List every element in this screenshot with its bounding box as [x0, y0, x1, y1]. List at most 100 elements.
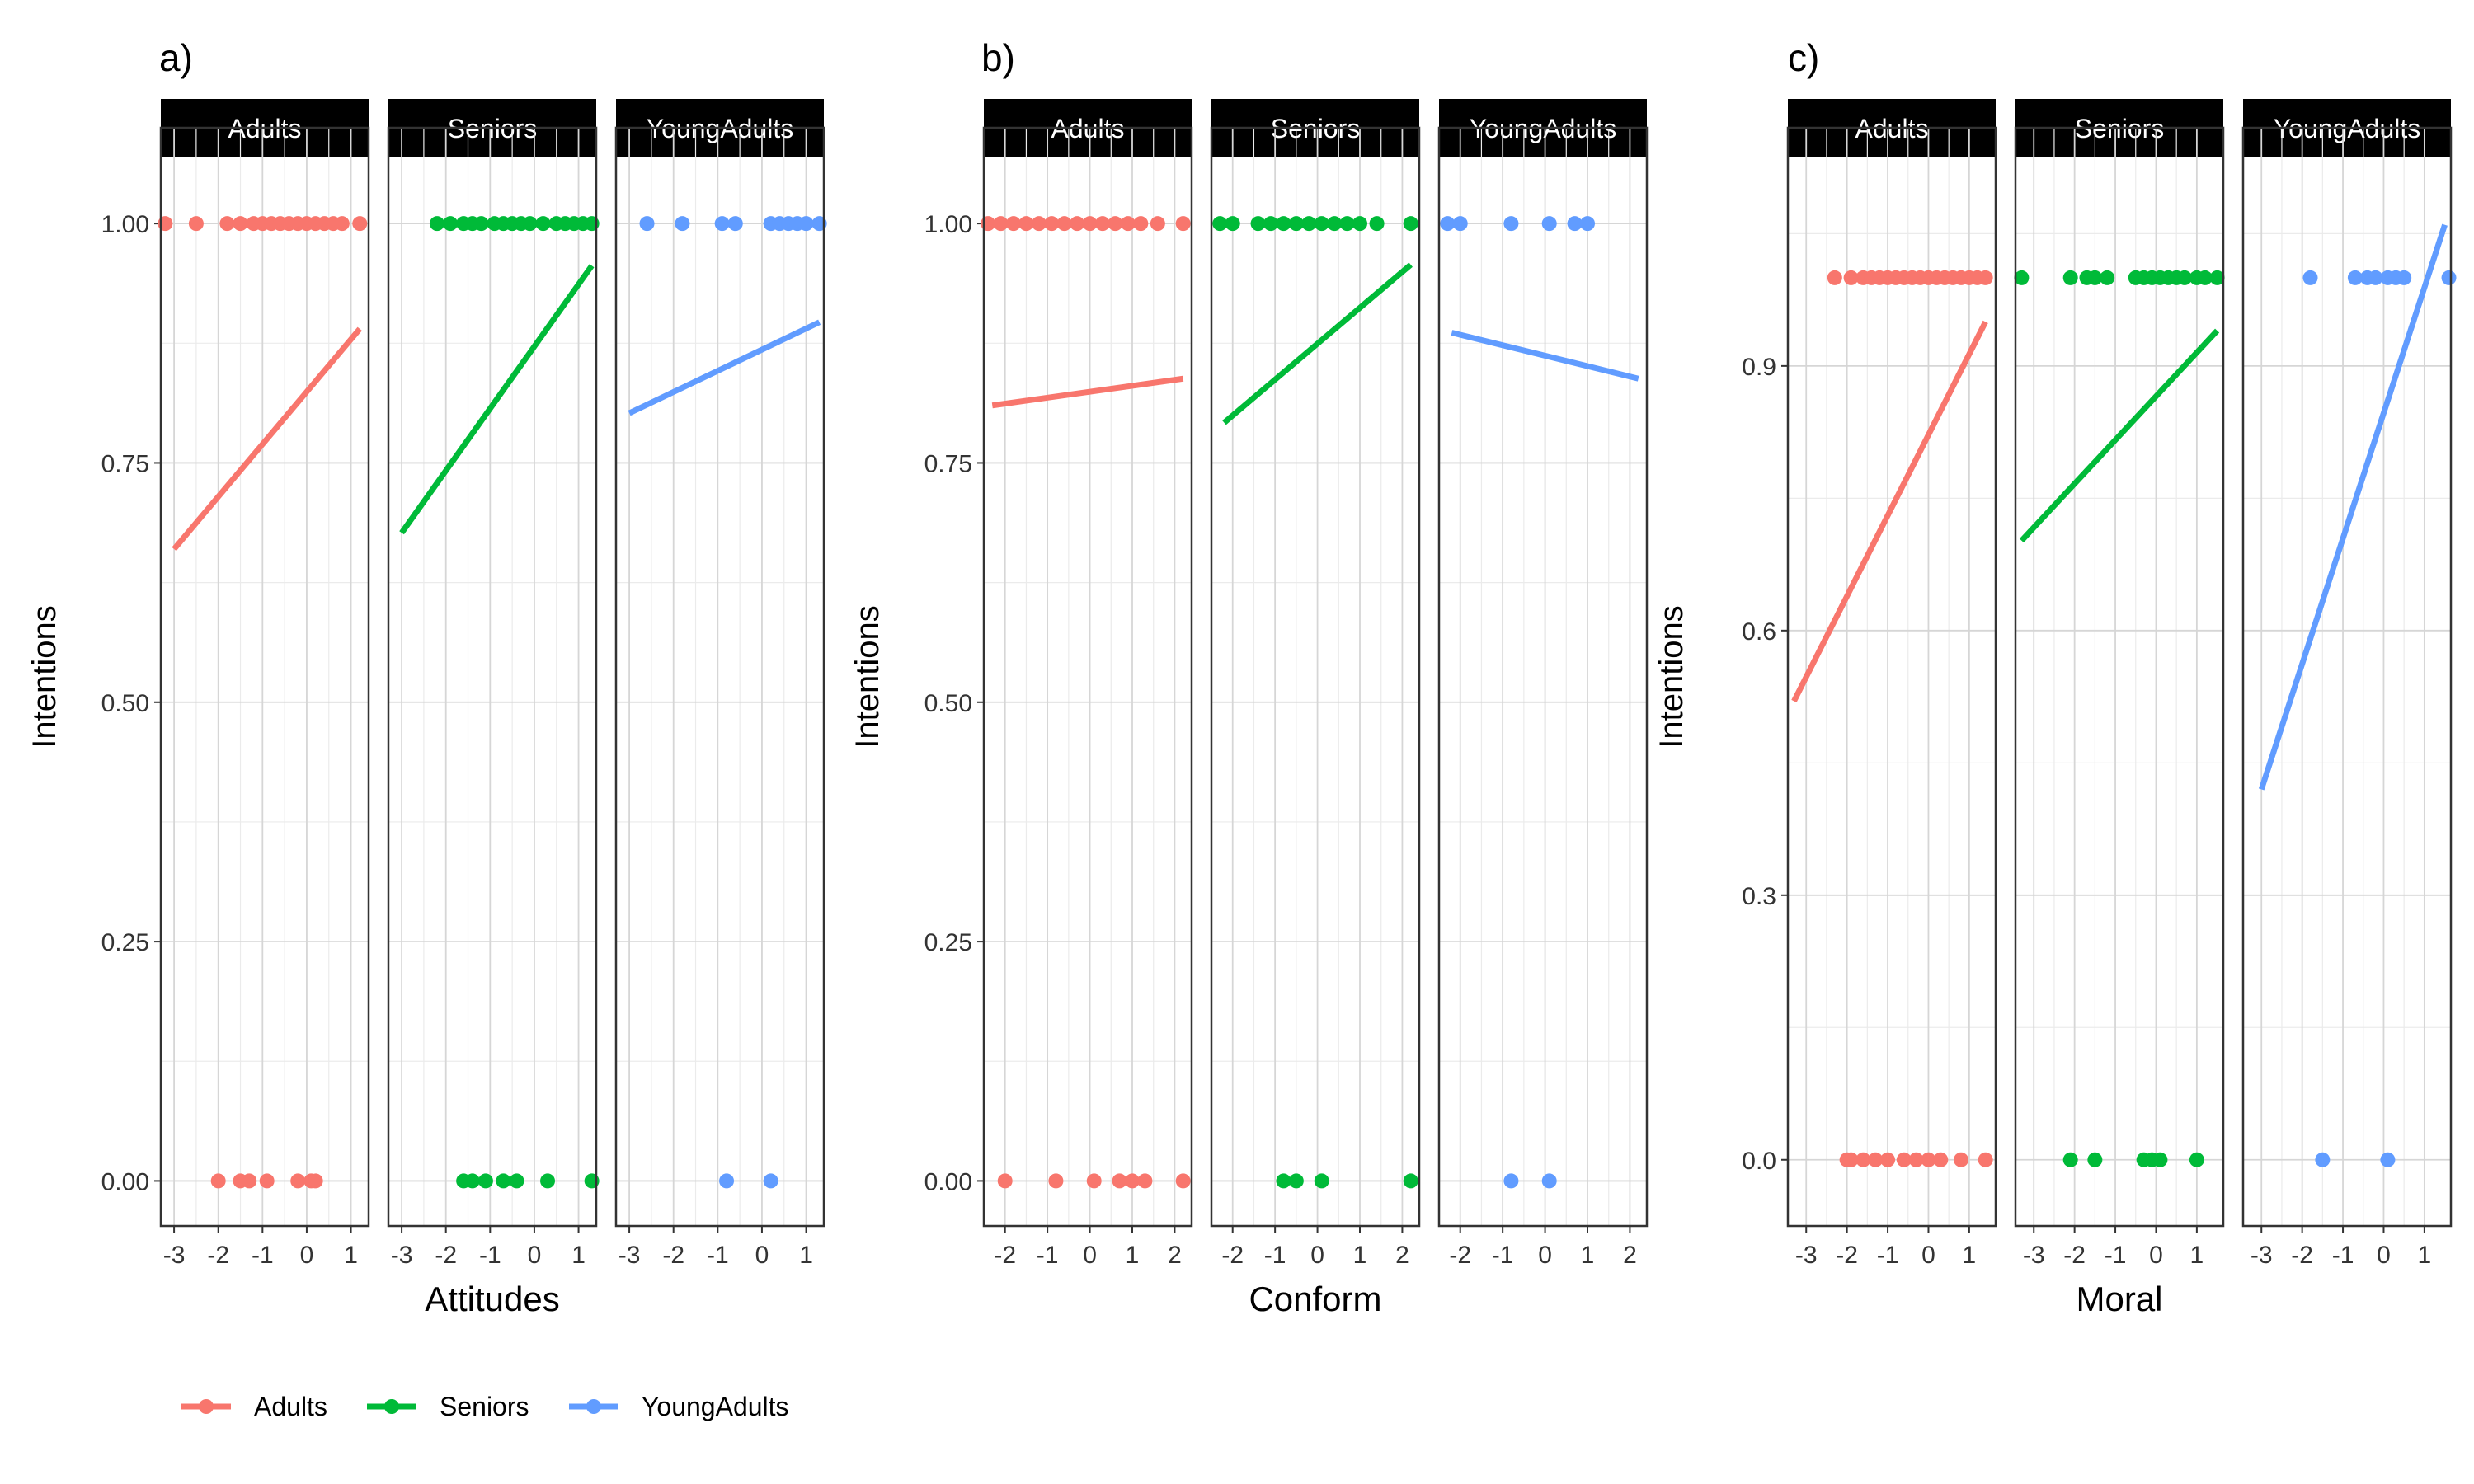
x-tick-label: 0 — [528, 1242, 542, 1269]
data-point-Adults — [1880, 1152, 1896, 1167]
legend-key-point — [199, 1399, 214, 1414]
data-point-Adults — [1125, 1173, 1140, 1189]
x-tick-label: 0 — [300, 1242, 314, 1269]
data-point-Seniors — [1339, 216, 1355, 232]
x-axis-label: Attitudes — [425, 1280, 559, 1318]
data-point-YoungAdults — [675, 216, 690, 232]
y-axis-label: Intentions — [849, 605, 886, 748]
x-tick-label: 1 — [1126, 1242, 1140, 1269]
data-point-Seniors — [473, 216, 489, 232]
x-tick-label: -2 — [2063, 1242, 2086, 1269]
x-tick-label: -1 — [1492, 1242, 1514, 1269]
panel-label: c) — [1788, 36, 1819, 79]
data-point-Adults — [1095, 216, 1110, 232]
data-point-Seniors — [496, 1173, 511, 1189]
data-point-Seniors — [2014, 270, 2030, 285]
data-point-Adults — [1827, 270, 1842, 285]
x-tick-label: 0 — [1921, 1242, 1935, 1269]
data-point-Seniors — [1250, 216, 1266, 232]
data-point-Adults — [1070, 216, 1085, 232]
data-point-Seniors — [443, 216, 459, 232]
x-tick-label: 1 — [571, 1242, 586, 1269]
data-point-Adults — [1086, 1173, 1102, 1189]
facet-Adults: Adults-3 -2 -1 0 1 — [158, 99, 370, 1269]
x-tick-label: 0 — [1538, 1242, 1552, 1269]
data-point-Adults — [1137, 1173, 1153, 1189]
data-point-Seniors — [2062, 270, 2078, 285]
fit-line-Seniors — [399, 264, 595, 535]
data-point-Seniors — [535, 216, 551, 232]
data-point-YoungAdults — [1503, 216, 1519, 232]
legend-key-point — [586, 1399, 601, 1414]
data-point-Seniors — [1225, 216, 1240, 232]
x-tick-label: -1 — [2332, 1242, 2354, 1269]
data-point-YoungAdults — [2396, 270, 2412, 285]
data-point-Seniors — [1288, 1173, 1304, 1189]
data-point-Adults — [1120, 216, 1136, 232]
data-point-Adults — [1868, 1152, 1884, 1167]
x-tick-label: 2 — [1395, 1242, 1409, 1269]
y-axis-label: Intentions — [26, 605, 63, 748]
x-tick-label: -2 — [207, 1242, 229, 1269]
x-tick-label: 0 — [1083, 1242, 1097, 1269]
data-point-Adults — [290, 1173, 306, 1189]
legend-label: Adults — [254, 1392, 327, 1421]
x-tick-label: -2 — [1449, 1242, 1471, 1269]
x-tick-label: -3 — [1795, 1242, 1818, 1269]
data-point-Seniors — [2087, 270, 2103, 285]
data-point-Adults — [259, 1173, 275, 1189]
data-point-Seniors — [509, 1173, 524, 1189]
data-point-Seniors — [1288, 216, 1304, 232]
data-point-Adults — [1056, 216, 1072, 232]
data-point-Adults — [1896, 1152, 1912, 1167]
data-point-Seniors — [2177, 270, 2193, 285]
data-point-Adults — [1921, 1152, 1936, 1167]
x-tick-label: -3 — [391, 1242, 413, 1269]
facet-border — [614, 126, 825, 1228]
x-tick-label: 1 — [1353, 1242, 1367, 1269]
x-tick-label: -1 — [707, 1242, 729, 1269]
data-point-YoungAdults — [2441, 270, 2457, 285]
fit-line-Adults — [991, 375, 1184, 409]
y-tick-label: 0.9 — [1742, 354, 1776, 381]
data-point-Adults — [1006, 216, 1021, 232]
data-point-Seniors — [1327, 216, 1343, 232]
y-tick-label: 0.75 — [924, 450, 972, 477]
legend-key-point — [384, 1399, 399, 1414]
facet-border — [2241, 126, 2453, 1228]
x-tick-label: -3 — [618, 1242, 641, 1269]
facet-YoungAdults: YoungAdults-2 -1 0 1 2 — [1437, 99, 1649, 1269]
data-point-Adults — [1031, 216, 1047, 232]
data-point-Seniors — [1314, 216, 1329, 232]
data-point-Seniors — [1212, 216, 1228, 232]
x-tick-label: -2 — [2291, 1242, 2313, 1269]
facet-Seniors: Seniors-3 -2 -1 0 1 — [387, 99, 600, 1269]
y-tick-label: 0.6 — [1742, 618, 1776, 646]
chart-panel-1: a)Intentions0.000.250.500.751.00Adults-3… — [26, 36, 827, 1318]
x-tick-label: -2 — [994, 1242, 1016, 1269]
legend-item-Adults: Adults — [181, 1392, 327, 1421]
facet-Seniors: Seniors-3 -2 -1 0 1 — [2014, 99, 2225, 1269]
data-point-Seniors — [1276, 216, 1291, 232]
data-point-Adults — [1108, 216, 1123, 232]
data-point-Adults — [1082, 216, 1098, 232]
x-tick-label: 1 — [799, 1242, 813, 1269]
y-tick-label: 0.00 — [924, 1168, 972, 1195]
facet-border — [982, 126, 1193, 1228]
data-point-Adults — [1150, 216, 1165, 232]
x-tick-label: 0 — [2377, 1242, 2391, 1269]
legend-label: Seniors — [440, 1392, 529, 1421]
x-tick-label: 1 — [1963, 1242, 1977, 1269]
data-point-YoungAdults — [727, 216, 743, 232]
data-point-Seniors — [1403, 1173, 1418, 1189]
data-point-Adults — [1908, 1152, 1924, 1167]
x-tick-label: -3 — [2023, 1242, 2045, 1269]
data-point-YoungAdults — [798, 216, 814, 232]
x-tick-label: -2 — [1836, 1242, 1858, 1269]
facet-border — [159, 126, 370, 1228]
data-point-YoungAdults — [2315, 1152, 2331, 1167]
x-tick-label: 0 — [2149, 1242, 2163, 1269]
data-point-Adults — [1978, 1152, 1993, 1167]
data-point-Adults — [219, 216, 235, 232]
